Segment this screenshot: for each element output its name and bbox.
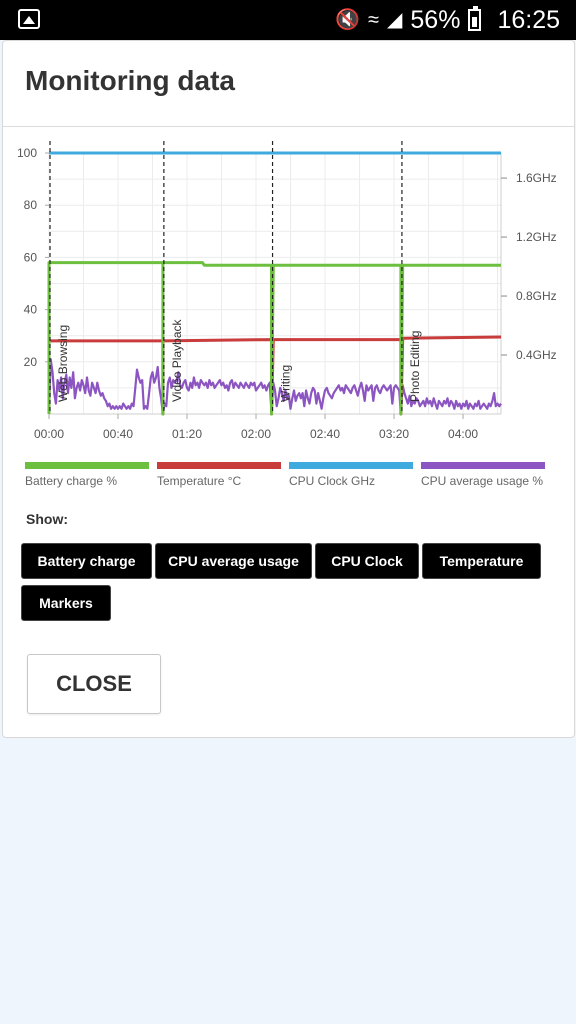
close-button[interactable]: CLOSE (27, 654, 161, 714)
y-left-tick-label: 40 (24, 303, 38, 317)
legend-battery: Battery charge % (25, 462, 151, 488)
chart-svg: 100 80 60 40 20 1.6GHz 1.2GHz 0.8GHz 0.4GHz 00:00… (17, 141, 557, 441)
legend-cpu-usage-swatch (421, 462, 545, 469)
x-tick-label: 02:40 (310, 427, 340, 441)
toggle-battery-charge[interactable]: Battery charge (21, 543, 152, 579)
legend-temperature: Temperature °C (157, 462, 283, 488)
legend-cpu-clock-swatch (289, 462, 413, 469)
toggle-cpu-clock[interactable]: CPU Clock (315, 543, 419, 579)
y-right-tick-label: 1.2GHz (516, 230, 557, 244)
y-left-tick-label: 80 (24, 198, 38, 212)
legend-battery-swatch (25, 462, 149, 469)
mute-icon: 🔇 (335, 9, 361, 31)
series-line (47, 358, 502, 416)
x-tick-label: 01:20 (172, 427, 202, 441)
show-label: Show: (26, 511, 68, 527)
chart-legend: Battery charge % Temperature °C CPU Cloc… (25, 462, 565, 492)
legend-cpu-usage-label: CPU average usage % (421, 474, 544, 488)
wifi-icon: ≈ (368, 9, 379, 31)
series-line (47, 261, 501, 416)
monitoring-dialog: Monitoring data 100 80 60 40 20 1.6GHz 1.2GHz 0… (2, 40, 575, 738)
y-left-tick-label: 60 (24, 250, 38, 264)
toggle-cpu-average-usage[interactable]: CPU average usage (155, 543, 312, 579)
legend-temperature-swatch (157, 462, 281, 469)
x-tick-label: 02:00 (241, 427, 271, 441)
status-right: 🔇 ≈ ◢ 56% 16:25 (335, 0, 560, 40)
battery-icon (468, 6, 482, 31)
signal-icon: ◢ (387, 9, 403, 31)
y-right-tick-label: 1.6GHz (516, 171, 557, 185)
legend-cpu-clock: CPU Clock GHz (289, 462, 415, 488)
battery-percent: 56% (410, 5, 461, 34)
y-left-tick-label: 100 (17, 146, 37, 160)
marker-label: Photo Editing (408, 331, 422, 402)
x-tick-label: 04:00 (448, 427, 478, 441)
legend-cpu-clock-label: CPU Clock GHz (289, 474, 376, 488)
x-tick-label: 00:00 (34, 427, 64, 441)
marker-label: Writing (279, 365, 293, 402)
legend-cpu-usage: CPU average usage % (421, 462, 547, 488)
x-tick-label: 03:20 (379, 427, 409, 441)
title-divider (3, 126, 574, 127)
marker-label: Video Playback (170, 319, 184, 403)
gallery-icon (18, 9, 40, 29)
monitoring-chart: 100 80 60 40 20 1.6GHz 1.2GHz 0.8GHz 0.4GHz 00:00… (3, 141, 576, 451)
y-right-tick-label: 0.4GHz (516, 348, 557, 362)
legend-temperature-label: Temperature °C (157, 474, 242, 488)
legend-battery-label: Battery charge % (25, 474, 118, 488)
y-left-tick-label: 20 (24, 355, 38, 369)
toggle-markers[interactable]: Markers (21, 585, 111, 621)
marker-label: Web Browsing (56, 325, 70, 402)
y-right-tick-label: 0.8GHz (516, 289, 557, 303)
x-tick-label: 00:40 (103, 427, 133, 441)
dialog-title: Monitoring data (25, 65, 235, 96)
status-bar: 🔇 ≈ ◢ 56% 16:25 (0, 0, 576, 40)
toggle-temperature[interactable]: Temperature (422, 543, 541, 579)
clock: 16:25 (497, 5, 560, 34)
